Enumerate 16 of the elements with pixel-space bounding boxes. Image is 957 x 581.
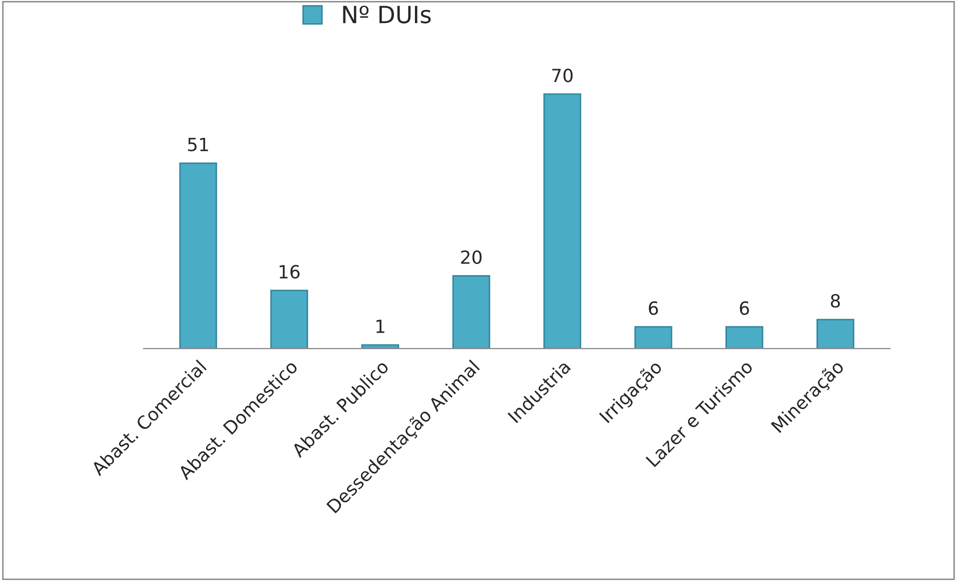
data-label: 20 [461,250,482,264]
bar [179,162,218,349]
bar [816,318,854,349]
data-label: 16 [280,264,300,279]
bar [634,326,672,349]
bar [452,275,490,349]
data-label: 6 [648,301,658,315]
bar [543,93,582,349]
data-label: 1 [376,320,384,333]
bar [270,290,308,349]
bar [725,326,764,349]
legend-label: Nº DUIs [343,6,431,24]
data-label: 6 [740,301,749,315]
data-label: 70 [552,68,573,82]
data-label: 8 [830,294,840,308]
data-label: 51 [188,138,208,152]
